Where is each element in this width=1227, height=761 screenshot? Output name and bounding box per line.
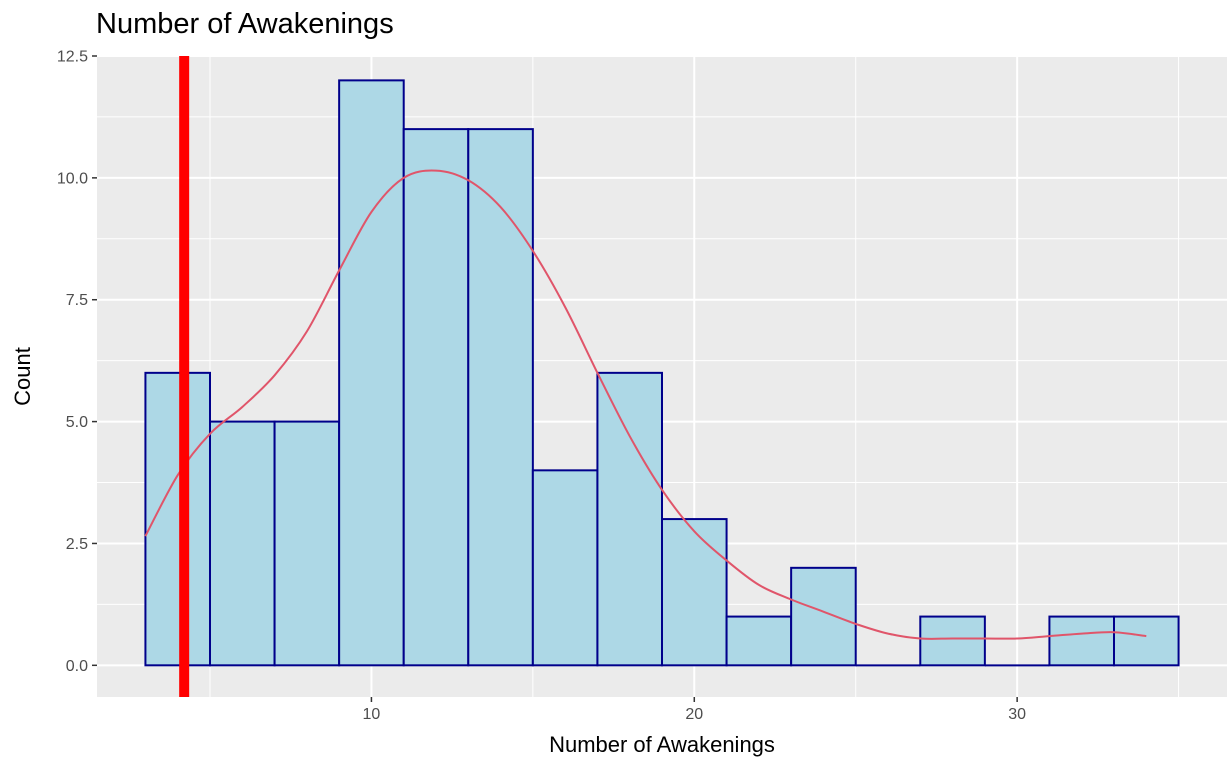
y-tick-label: 5.0 (66, 414, 88, 431)
x-tick-label: 30 (1008, 706, 1026, 723)
x-axis-ticks: 10 20 30 (363, 697, 1026, 723)
histogram-bar-7 (596, 371, 664, 667)
y-axis-label: Count (10, 347, 35, 406)
histogram-bar-4 (402, 128, 470, 667)
y-tick-label: 0.0 (66, 658, 88, 675)
histogram-bar-5 (467, 128, 534, 667)
x-axis-label: Number of Awakenings (549, 732, 775, 757)
y-axis-ticks: 0.0 2.5 5.0 7.5 10.0 12.5 (57, 49, 97, 675)
histogram-bar-3 (338, 79, 405, 667)
histogram-bar-10 (790, 566, 857, 667)
y-tick-label: 12.5 (57, 49, 88, 66)
histogram-bar-14 (1048, 615, 1116, 667)
density-curve (144, 169, 1147, 640)
y-tick-label: 2.5 (66, 536, 88, 553)
x-tick-label: 10 (363, 706, 381, 723)
chart-title: Number of Awakenings (96, 8, 394, 40)
histogram-bar-0 (144, 371, 211, 667)
histogram-bars (144, 79, 1180, 667)
y-tick-label: 10.0 (57, 170, 88, 187)
histogram-bar-1 (209, 420, 276, 667)
histogram-bar-2 (273, 420, 341, 667)
histogram-bar-6 (531, 469, 599, 667)
histogram-bar-12 (919, 615, 986, 667)
y-tick-label: 7.5 (66, 292, 88, 309)
x-tick-label: 20 (685, 706, 703, 723)
histogram-bar-9 (725, 615, 793, 667)
histogram-bar-15 (1113, 615, 1180, 667)
histogram-bar-8 (661, 518, 728, 667)
